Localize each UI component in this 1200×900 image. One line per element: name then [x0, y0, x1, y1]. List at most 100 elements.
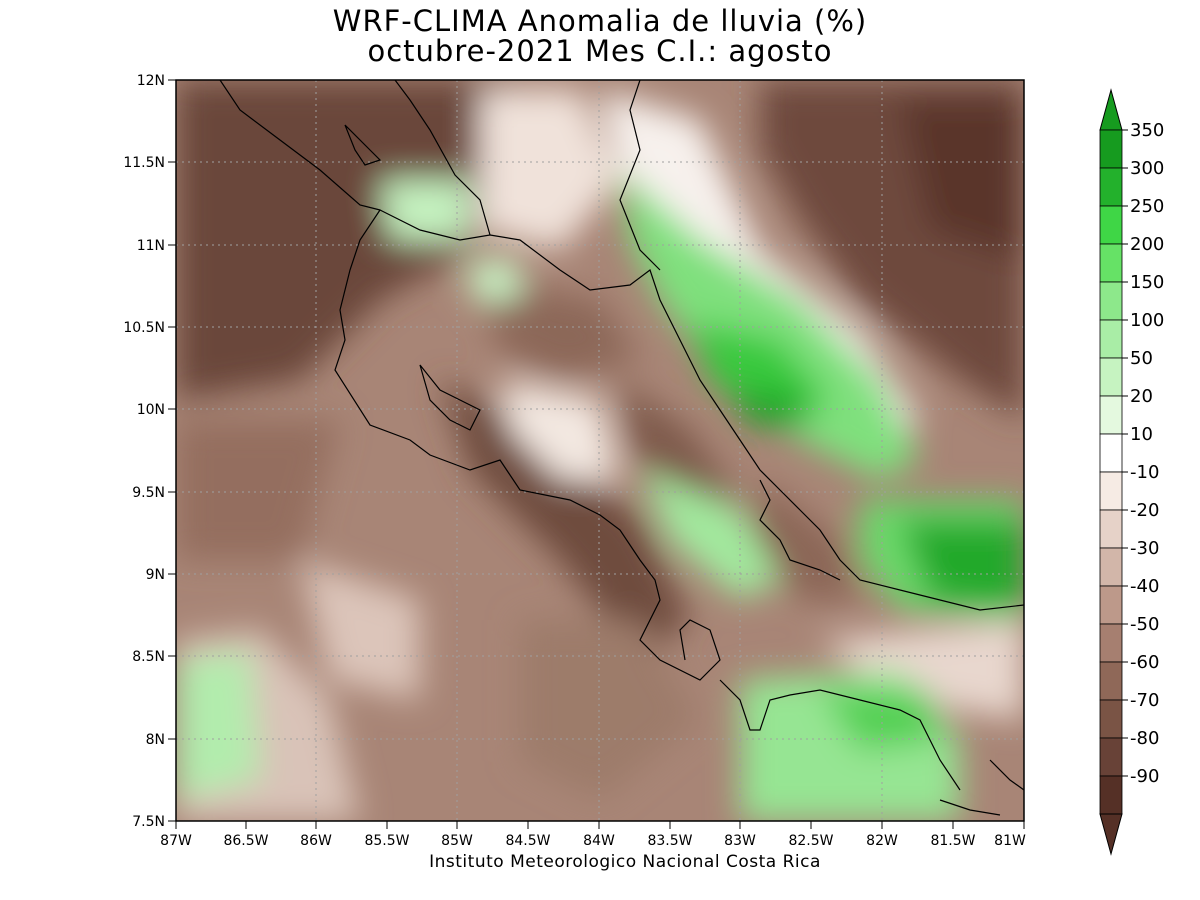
coastlines — [219, 80, 1024, 816]
colorbar-label: -30 — [1130, 538, 1159, 559]
colorbar-label: 250 — [1130, 196, 1164, 217]
wet-max-panama — [900, 520, 1024, 610]
axis-ticks — [168, 79, 1025, 829]
wet-patch-north-central — [470, 260, 520, 300]
colorbar-label: 300 — [1130, 158, 1164, 179]
lon-label: 82.5W — [788, 833, 833, 849]
colorbar-top-arrow — [1099, 88, 1123, 131]
dry-core-northeast — [900, 100, 1024, 260]
colorbar-box — [1099, 129, 1123, 169]
colorbar-label: -20 — [1130, 500, 1159, 521]
wet-region-southwest — [176, 650, 260, 800]
colorbar-box — [1099, 167, 1123, 207]
colorbar-label: -40 — [1130, 576, 1159, 597]
map-title-line1: WRF-CLIMA Anomalia de lluvia (%) — [332, 4, 868, 38]
lon-label: 83W — [724, 833, 756, 849]
lat-label: 10N — [137, 402, 165, 418]
colorbar-box — [1099, 699, 1123, 739]
light-patch-southeast — [820, 620, 1024, 720]
lon-label: 81.5W — [930, 833, 975, 849]
colorbar-box — [1099, 509, 1123, 549]
colorbar-box — [1099, 737, 1123, 777]
anomaly-field — [176, 80, 1024, 821]
light-patch-north — [480, 90, 620, 250]
colorbar-label: -60 — [1130, 652, 1159, 673]
lon-label: 86.5W — [223, 833, 268, 849]
lat-label: 8N — [146, 732, 165, 748]
credit-text: Instituto Meteorologico Nacional Costa R… — [429, 852, 821, 872]
dry-patch-east — [620, 380, 740, 510]
colorbar: 350 300 250 200 150 100 50 20 10 -10 -20 -30 -40 -50 -… — [1099, 88, 1164, 856]
colorbar-box — [1099, 357, 1123, 397]
coastline-caribbean — [489, 234, 1024, 611]
dry-patch-south — [520, 620, 700, 800]
colorbar-box — [1099, 319, 1123, 359]
lon-label: 84W — [583, 833, 615, 849]
lon-label: 82W — [866, 833, 898, 849]
lat-label: 11N — [137, 238, 165, 254]
wet-max-caribbean — [730, 390, 810, 425]
lat-label: 11.5N — [123, 155, 165, 171]
colorbar-label: 10 — [1130, 424, 1153, 445]
neutral-patch-central — [500, 380, 620, 480]
lon-label: 83.5W — [647, 833, 692, 849]
wet-patch-gulf — [380, 180, 470, 240]
colorbar-box — [1099, 281, 1123, 321]
colorbar-bottom-arrow — [1099, 813, 1123, 856]
dry-region-north — [176, 80, 520, 400]
lon-label: 84.5W — [505, 833, 550, 849]
colorbar-label: -10 — [1130, 462, 1159, 483]
wet-region-caribbean — [620, 170, 920, 480]
colorbar-box — [1099, 661, 1123, 701]
colorbar-label: -80 — [1130, 728, 1159, 749]
coastline-nicaragua-caribbean — [619, 80, 661, 271]
colorbar-label: 150 — [1130, 272, 1164, 293]
lat-label: 7.5N — [132, 814, 165, 830]
coastline-panama-pacific — [719, 679, 961, 791]
colorbar-label: 50 — [1130, 348, 1153, 369]
coastline-bocas-del-toro — [759, 479, 841, 581]
coastline-gulf-nicoya — [419, 364, 481, 431]
colorbar-box — [1099, 433, 1123, 473]
colorbar-box — [1099, 471, 1123, 511]
lat-label: 8.5N — [132, 649, 165, 665]
colorbar-box — [1099, 623, 1123, 663]
map-title-line2: octubre-2021 Mes C.I.: agosto — [367, 34, 833, 68]
island-lake-nicaragua — [344, 124, 382, 166]
lat-label: 10.5N — [123, 320, 165, 336]
colorbar-box — [1099, 205, 1123, 245]
coastline-costa-rica-pacific — [334, 209, 721, 681]
light-patch-southwest — [300, 560, 420, 700]
lat-label: 9N — [146, 567, 165, 583]
dry-patch-southeast — [750, 480, 860, 600]
colorbar-label: -70 — [1130, 690, 1159, 711]
lat-label: 12N — [137, 73, 165, 89]
lon-label: 85.5W — [364, 833, 409, 849]
colorbar-label: 350 — [1130, 120, 1164, 141]
coastline-nicaragua-pacific — [219, 80, 491, 241]
map-frame — [175, 79, 1025, 822]
colorbar-box — [1099, 243, 1123, 283]
wet-patch-central-east — [640, 470, 780, 600]
colorbar-label: -50 — [1130, 614, 1159, 635]
colorbar-label: 20 — [1130, 386, 1153, 407]
lon-label: 81W — [994, 833, 1026, 849]
colorbar-label: 100 — [1130, 310, 1164, 331]
dry-region-west — [176, 420, 340, 560]
dry-ridge-central — [440, 380, 690, 660]
colorbar-box — [1099, 547, 1123, 587]
colorbar-box — [1099, 395, 1123, 435]
colorbar-label: -90 — [1130, 766, 1159, 787]
lon-label: 85W — [441, 833, 473, 849]
colorbar-label: 200 — [1130, 234, 1164, 255]
lon-labels: 87W 86.5W 86W 85.5W 85W 84.5W 84W 83.5W … — [160, 833, 1026, 849]
coastline-azuero — [939, 759, 1024, 816]
lon-label: 87W — [160, 833, 192, 849]
colorbar-box — [1099, 775, 1123, 815]
lat-labels: 12N 11.5N 11N 10.5N 10N 9.5N 9N 8.5N 8N … — [123, 73, 165, 830]
wet-core-south — [820, 690, 940, 750]
colorbar-box — [1099, 585, 1123, 625]
lat-label: 9.5N — [132, 485, 165, 501]
lon-label: 86W — [300, 833, 332, 849]
